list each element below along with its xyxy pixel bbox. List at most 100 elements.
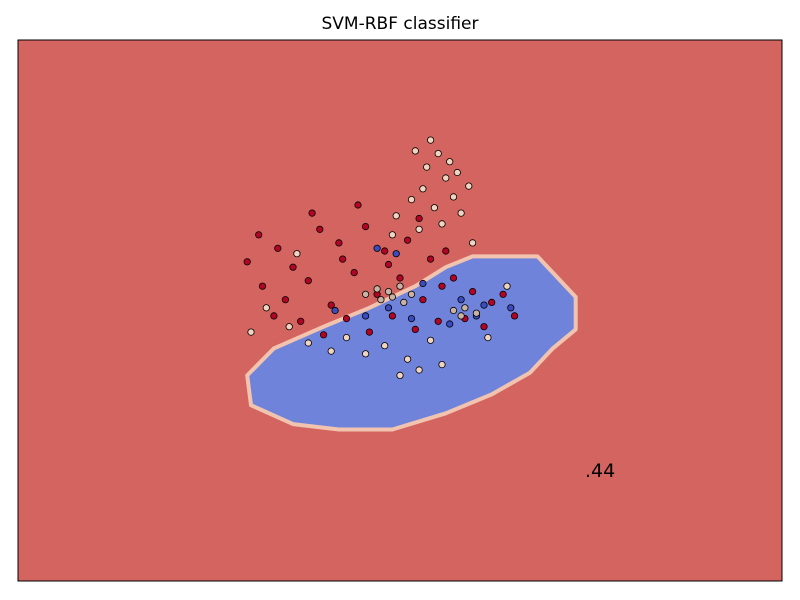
data-point-class-2 bbox=[465, 182, 473, 190]
data-point-class-2 bbox=[430, 204, 438, 212]
data-point-class-4 bbox=[377, 296, 385, 304]
data-point-class-2 bbox=[381, 342, 389, 350]
data-point-class-2 bbox=[423, 163, 431, 171]
data-point-class-1 bbox=[327, 301, 335, 309]
data-point-class-3 bbox=[407, 314, 416, 323]
data-point-class-2 bbox=[453, 168, 461, 177]
data-point-class-1 bbox=[415, 214, 423, 223]
data-point-class-1 bbox=[396, 274, 404, 282]
data-point-class-3 bbox=[384, 304, 393, 312]
data-point-class-1 bbox=[316, 225, 324, 233]
data-point-class-2 bbox=[438, 220, 446, 228]
data-point-class-1 bbox=[342, 314, 351, 323]
data-point-class-2 bbox=[304, 339, 312, 347]
data-point-class-1 bbox=[258, 282, 267, 290]
data-point-class-1 bbox=[308, 209, 316, 217]
data-point-class-2 bbox=[388, 231, 396, 239]
data-point-class-1 bbox=[361, 223, 370, 231]
data-point-class-4 bbox=[388, 293, 396, 301]
data-point-class-1 bbox=[434, 317, 442, 325]
data-point-class-1 bbox=[381, 247, 389, 255]
data-point-class-2 bbox=[262, 304, 270, 312]
data-point-class-1 bbox=[335, 239, 343, 247]
data-point-class-1 bbox=[270, 312, 278, 320]
data-point-class-1 bbox=[384, 260, 393, 269]
data-point-class-1 bbox=[289, 263, 297, 271]
data-point-class-2 bbox=[415, 366, 423, 374]
data-point-class-2 bbox=[361, 350, 370, 358]
data-point-class-1 bbox=[304, 277, 312, 285]
data-point-class-2 bbox=[419, 185, 427, 193]
data-point-class-1 bbox=[510, 312, 519, 320]
data-point-class-1 bbox=[365, 328, 373, 336]
data-point-class-2 bbox=[247, 328, 255, 336]
data-point-class-1 bbox=[354, 201, 362, 209]
data-point-class-2 bbox=[503, 282, 511, 290]
data-point-class-2 bbox=[468, 239, 477, 247]
data-point-class-2 bbox=[327, 347, 335, 355]
data-point-class-2 bbox=[342, 333, 351, 342]
data-point-class-1 bbox=[499, 290, 507, 298]
data-point-class-2 bbox=[449, 193, 458, 201]
data-point-class-4 bbox=[396, 282, 404, 290]
score-annotation: .44 bbox=[585, 460, 616, 482]
data-point-class-1 bbox=[426, 255, 435, 263]
data-point-class-1 bbox=[480, 323, 488, 331]
data-point-class-4 bbox=[461, 304, 469, 312]
data-point-class-3 bbox=[361, 312, 370, 320]
data-point-class-4 bbox=[400, 298, 408, 306]
data-point-class-4 bbox=[407, 290, 416, 298]
data-point-class-2 bbox=[293, 250, 301, 258]
data-point-class-1 bbox=[403, 236, 412, 244]
data-point-class-2 bbox=[484, 333, 492, 342]
data-point-class-4 bbox=[373, 285, 381, 293]
data-point-class-2 bbox=[392, 212, 400, 220]
data-point-class-3 bbox=[331, 306, 339, 315]
data-point-class-2 bbox=[434, 150, 442, 158]
data-point-class-3 bbox=[419, 279, 427, 288]
data-point-class-1 bbox=[488, 298, 496, 306]
data-point-class-1 bbox=[411, 325, 419, 333]
data-point-class-4 bbox=[472, 309, 480, 317]
data-point-class-3 bbox=[507, 304, 515, 312]
data-point-class-1 bbox=[339, 255, 347, 263]
data-point-class-2 bbox=[411, 147, 419, 155]
data-point-class-2 bbox=[446, 158, 454, 166]
axes-frame bbox=[17, 39, 783, 582]
plot-area bbox=[18, 40, 782, 581]
data-point-class-4 bbox=[361, 290, 370, 298]
data-point-class-2 bbox=[457, 209, 465, 217]
data-point-class-4 bbox=[449, 306, 458, 315]
data-point-class-1 bbox=[419, 296, 427, 304]
data-point-class-4 bbox=[384, 287, 393, 296]
data-point-class-1 bbox=[243, 258, 251, 266]
data-point-class-2 bbox=[426, 336, 435, 344]
data-point-class-2 bbox=[426, 136, 435, 144]
data-point-class-3 bbox=[373, 244, 381, 252]
data-point-class-2 bbox=[442, 174, 450, 182]
data-point-class-2 bbox=[403, 355, 412, 363]
data-point-class-2 bbox=[407, 196, 416, 204]
data-point-class-1 bbox=[388, 312, 396, 320]
data-point-class-1 bbox=[449, 274, 458, 282]
data-point-class-1 bbox=[319, 331, 328, 339]
data-point-class-1 bbox=[297, 317, 305, 325]
data-point-class-1 bbox=[255, 231, 263, 239]
data-point-class-1 bbox=[281, 296, 289, 304]
data-point-class-1 bbox=[442, 247, 450, 255]
data-point-class-1 bbox=[438, 282, 446, 290]
data-point-class-3 bbox=[392, 250, 400, 258]
data-point-class-2 bbox=[438, 360, 446, 369]
data-point-class-3 bbox=[480, 301, 488, 309]
data-point-class-2 bbox=[285, 323, 293, 331]
data-point-class-1 bbox=[274, 244, 282, 252]
data-point-class-2 bbox=[415, 225, 423, 233]
data-point-class-2 bbox=[396, 371, 404, 379]
chart-title: SVM-RBF classifier bbox=[321, 14, 479, 34]
data-point-class-1 bbox=[468, 287, 477, 296]
data-point-class-3 bbox=[446, 320, 454, 328]
data-point-class-4 bbox=[457, 312, 465, 320]
data-point-class-3 bbox=[457, 296, 465, 304]
data-point-class-1 bbox=[350, 268, 358, 277]
